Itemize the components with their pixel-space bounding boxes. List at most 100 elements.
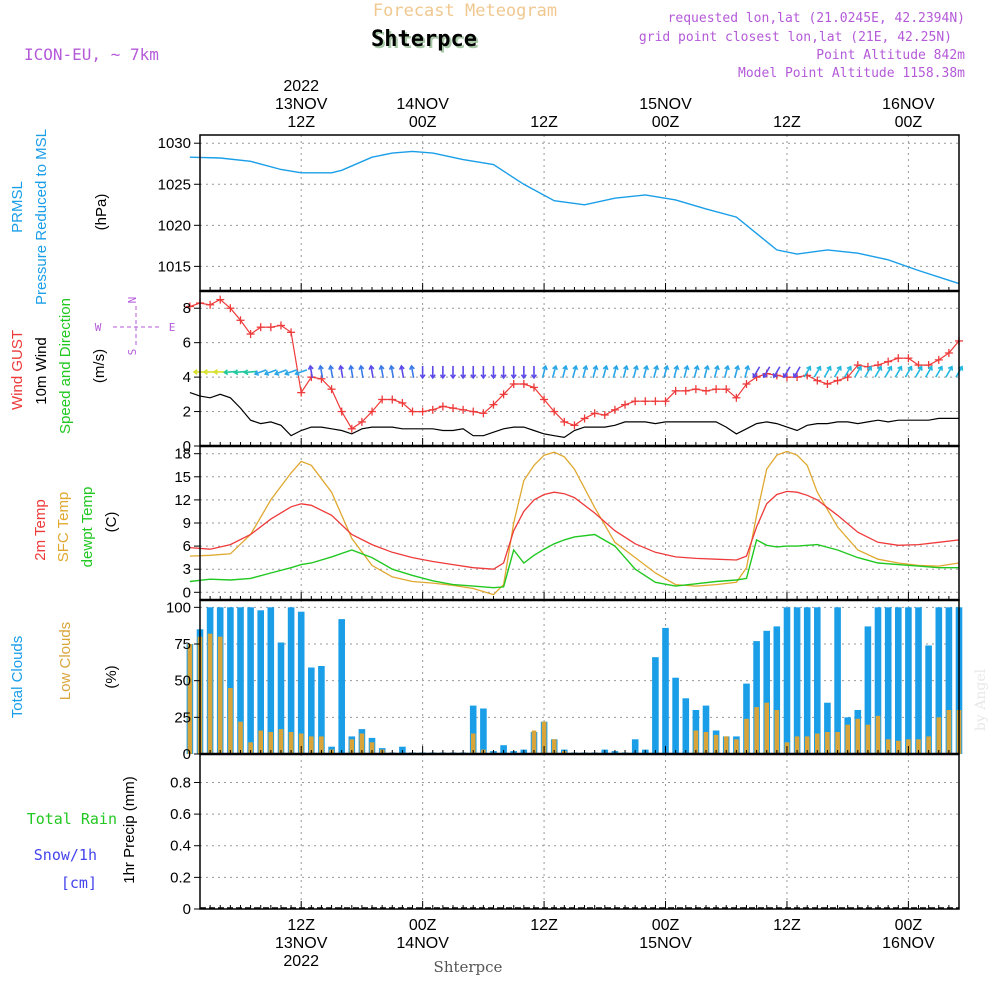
wind-direction-arrow <box>642 365 648 378</box>
low-cloud-bar <box>551 739 557 754</box>
wind-direction-arrow <box>734 365 739 378</box>
wind-direction-arrow <box>295 369 308 375</box>
total-cloud-bar <box>308 667 315 754</box>
low-cloud-bar <box>825 732 830 754</box>
wind-direction-arrowhead <box>947 365 954 371</box>
wind-direction-arrowhead <box>762 373 768 379</box>
low-cloud-bar <box>734 739 739 754</box>
wind-direction-arrow <box>744 365 749 378</box>
wind-direction-arrowhead <box>520 374 527 380</box>
wind-direction-arrowhead <box>223 369 229 376</box>
wind-direction-arrow <box>390 365 395 378</box>
wind-direction-arrow <box>380 365 384 378</box>
y-tick-label: 0 <box>183 901 191 918</box>
wind-direction-arrowhead <box>836 365 842 371</box>
low-cloud-bar <box>835 732 840 754</box>
wind-direction-arrow <box>833 366 842 378</box>
total-cloud-bar <box>469 705 477 754</box>
pressure-unit: (hPa) <box>93 194 110 231</box>
footer-station: Shterpce <box>434 958 503 976</box>
time-label-bottom: 2022 <box>283 953 319 970</box>
pressure-label-2: Pressure Reduced to MSL <box>33 129 50 305</box>
wind-direction-arrow <box>309 365 314 378</box>
time-label-bottom: 12Z <box>287 917 315 934</box>
time-label-top: 00Z <box>409 114 437 131</box>
wind-direction-arrow <box>713 365 719 378</box>
time-label-bottom: 00Z <box>895 917 923 934</box>
wind-direction-arrowhead <box>703 364 710 371</box>
credit-watermark: by Angel <box>973 668 989 731</box>
total-cloud-bar <box>783 607 791 754</box>
total-cloud-bar <box>895 607 902 754</box>
y-tick-label: 8 <box>183 300 191 317</box>
temp-unit: (C) <box>103 512 120 533</box>
time-label-top: 12Z <box>773 114 801 131</box>
total-cloud-bar <box>247 607 254 754</box>
wind-direction-arrowhead <box>562 364 569 371</box>
time-label-bottom: 14NOV <box>396 935 449 952</box>
time-label-top: 00Z <box>895 114 923 131</box>
wind-direction-arrowhead <box>772 373 778 379</box>
wind-direction-arrow <box>360 365 364 378</box>
wind-direction-arrowhead <box>937 365 943 371</box>
low-cloud-bar <box>875 715 881 754</box>
y-tick-label: 0.2 <box>170 869 191 886</box>
wind-direction-arrow <box>572 365 577 378</box>
total-cloud-bar <box>763 630 770 754</box>
time-label-top: 12Z <box>287 114 315 131</box>
y-tick-label: 3 <box>183 561 191 578</box>
wind-direction-arrow <box>935 366 943 378</box>
wind-direction-arrowhead <box>284 370 290 376</box>
y-tick-label: 6 <box>183 335 191 352</box>
wind-10m-label: 10m Wind <box>33 337 50 405</box>
wind-direction-arrowhead <box>643 364 650 371</box>
low-cloud-bar <box>865 724 871 754</box>
wind-direction-arrow <box>723 365 729 378</box>
wind-direction-arrowhead <box>307 364 314 370</box>
wind-unit: (m/s) <box>91 349 108 383</box>
time-label-top: 00Z <box>652 114 680 131</box>
wind-direction-arrowhead <box>243 369 249 376</box>
wind-direction-arrow <box>329 365 334 378</box>
y-tick-label: 1030 <box>158 135 191 152</box>
wind-direction-arrowhead <box>816 365 822 371</box>
gust-line <box>189 298 960 430</box>
low-cloud-bar <box>268 732 274 754</box>
wind-direction-arrow <box>854 366 862 378</box>
y-tick-label: 18 <box>174 446 191 463</box>
wind-direction-arrowhead <box>792 373 799 379</box>
total-cloud-bar <box>793 607 801 754</box>
temp-dewpt-label: dewpt Temp <box>79 487 96 568</box>
wind-direction-arrow <box>813 366 822 378</box>
low-cloud-bar <box>774 710 780 754</box>
wind-direction-arrow <box>244 370 257 374</box>
wind-direction-arrow <box>864 366 872 378</box>
total-cloud-bar <box>874 607 882 754</box>
wind-direction-arrowhead <box>419 374 426 380</box>
total-cloud-bar <box>631 739 639 754</box>
low-cloud-bar <box>319 736 324 754</box>
model-altitude: Model Point Altitude 1158.38m <box>738 66 965 81</box>
wind-direction-arrow <box>683 365 689 378</box>
compass-w: W <box>95 321 102 334</box>
gridlines <box>200 135 959 910</box>
y-tick-label: 25 <box>174 709 191 726</box>
wind-direction-arrowhead <box>202 368 208 375</box>
low-cloud-bar <box>531 730 537 754</box>
clouds-unit: (%) <box>103 665 120 688</box>
wind-direction-arrow <box>793 366 801 378</box>
wind-direction-arrowhead <box>253 370 260 376</box>
wind-direction-arrowhead <box>192 368 198 375</box>
snow-label: Snow/1h <box>34 846 97 864</box>
total-cloud-bar <box>925 645 932 754</box>
wind-direction-arrow <box>254 369 267 375</box>
wind-direction-arrowhead <box>714 364 720 371</box>
time-label-top: 12Z <box>530 114 558 131</box>
wind-direction-arrowhead <box>846 365 852 371</box>
precip-unit: 1hr Precip (mm) <box>121 776 138 884</box>
total-cloud-bar <box>682 698 690 754</box>
wind-line <box>189 392 959 439</box>
wind-direction-arrow <box>339 365 344 378</box>
wind-direction-arrowhead <box>480 374 487 380</box>
total-cloud-bar <box>287 607 295 754</box>
